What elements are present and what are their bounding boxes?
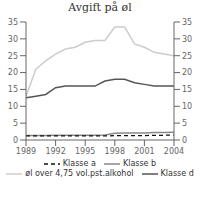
html-text:øl over 4,75 vol.pst.alkohol: øl over 4,75 vol.pst.alkohol (25, 169, 134, 178)
svg-text:15: 15 (8, 85, 18, 94)
svg-text:5: 5 (182, 119, 187, 128)
svg-text:2001: 2001 (134, 147, 154, 156)
svg-text:1998: 1998 (105, 147, 125, 156)
svg-text:30: 30 (8, 35, 18, 44)
svg-text:35: 35 (182, 18, 192, 27)
svg-text:2004: 2004 (164, 147, 184, 156)
svg-text:25: 25 (182, 52, 192, 61)
svg-text:1995: 1995 (75, 147, 95, 156)
svg-text:0: 0 (182, 136, 187, 145)
svg-text:1992: 1992 (45, 147, 65, 156)
html-text:Klasse b: Klasse b (122, 159, 157, 168)
html-text:Klasse a: Klasse a (62, 159, 96, 168)
svg-text:0: 0 (13, 136, 18, 145)
svg-text:20: 20 (8, 68, 18, 77)
svg-text:35: 35 (8, 18, 18, 27)
html-text:Avgift på øl: Avgift på øl (68, 1, 132, 14)
svg-text:30: 30 (182, 35, 192, 44)
svg-text:5: 5 (13, 119, 18, 128)
svg-text:10: 10 (8, 102, 18, 111)
svg-text:10: 10 (182, 102, 192, 111)
html-text:Klasse d: Klasse d (160, 169, 194, 178)
svg-text:15: 15 (182, 85, 192, 94)
svg-text:20: 20 (182, 68, 192, 77)
svg-text:1989: 1989 (16, 147, 36, 156)
svg-text:25: 25 (8, 52, 18, 61)
